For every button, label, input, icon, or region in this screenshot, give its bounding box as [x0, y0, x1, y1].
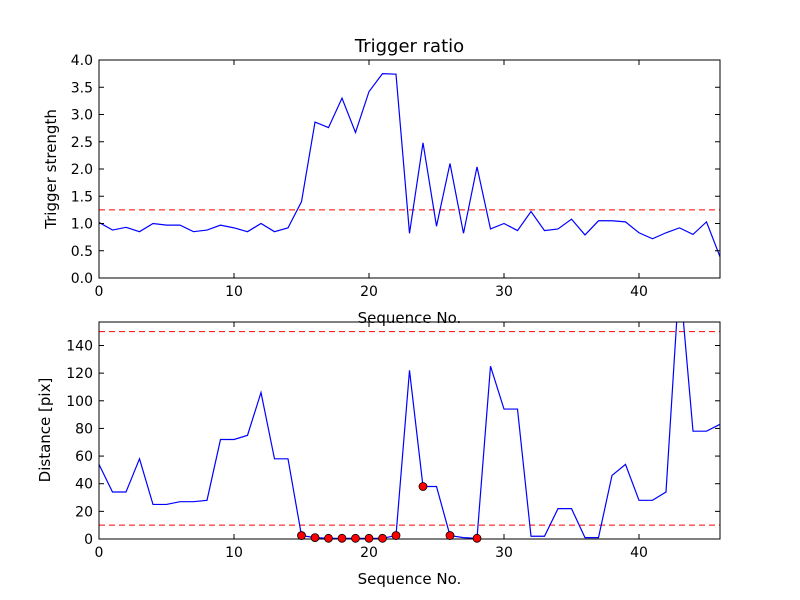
top-x-tick-label: 10 — [225, 284, 243, 300]
bottom-axes-frame — [98, 321, 721, 540]
top-y-tick-label: 1.0 — [71, 217, 93, 233]
bottom-marker-point — [445, 531, 455, 540]
bottom-subplot: 0 10 20 30 40 0 20 40 60 80 100 120 140 Sequence No.… — [36, 321, 721, 588]
bottom-y-tick-label: 140 — [66, 338, 93, 354]
bottom-marker-point — [337, 533, 347, 543]
top-series-line-0 — [99, 73, 720, 257]
bottom-marker-point — [297, 531, 306, 540]
bottom-marker-point — [378, 533, 387, 543]
bottom-y-tick-label: 80 — [75, 421, 93, 437]
top-y-axis-label: Trigger strength — [42, 109, 60, 230]
bottom-y-tick-label: 120 — [66, 366, 93, 382]
top-x-tick-label: 30 — [495, 284, 513, 300]
bottom-y-tick-label: 100 — [66, 394, 93, 410]
bottom-marker-point — [364, 533, 374, 543]
top-y-tick-label: 3.0 — [71, 108, 93, 124]
top-y-tick-label: 4.0 — [71, 53, 93, 69]
bottom-x-tick-label: 40 — [630, 545, 648, 561]
bottom-y-axis-label: Distance [pix] — [36, 378, 54, 483]
bottom-y-tick-label: 0 — [84, 532, 93, 548]
top-x-tick-label: 0 — [95, 284, 104, 300]
top-y-tick-label: 3.5 — [71, 80, 93, 96]
top-x-tick-label: 20 — [360, 284, 378, 300]
bottom-x-tick-label: 30 — [495, 545, 513, 561]
bottom-x-tick-label: 0 — [95, 545, 104, 561]
top-subplot: Trigger ratio 0 10 20 30 40 0.0 0.5 1.0 1.5 2.0 2.… — [42, 36, 721, 327]
bottom-marker-point — [351, 533, 360, 543]
bottom-y-tick-label: 20 — [75, 504, 93, 520]
bottom-marker-point — [391, 531, 401, 540]
bottom-marker-point — [418, 482, 428, 491]
top-y-tick-label: 1.5 — [71, 189, 93, 205]
bottom-marker-point — [472, 533, 482, 543]
top-x-tick-label: 40 — [630, 284, 648, 300]
bottom-x-tick-label: 20 — [360, 545, 378, 561]
bottom-x-tick-label: 10 — [225, 545, 243, 561]
bottom-x-axis-label: Sequence No. — [358, 570, 462, 588]
bottom-marker-point — [324, 533, 333, 543]
top-y-tick-label: 2.0 — [71, 162, 93, 178]
top-y-tick-label: 0.5 — [71, 244, 93, 260]
top-chart-title: Trigger ratio — [354, 36, 464, 57]
top-y-tick-label: 0.0 — [71, 271, 93, 287]
top-x-axis-label: Sequence No. — [358, 309, 462, 327]
bottom-y-tick-label: 40 — [75, 477, 93, 493]
bottom-series-line-0 — [99, 322, 720, 539]
bottom-marker-point — [310, 533, 320, 543]
top-axes-frame — [98, 59, 721, 279]
top-y-tick-label: 2.5 — [71, 135, 93, 151]
bottom-y-tick-label: 60 — [75, 449, 93, 465]
